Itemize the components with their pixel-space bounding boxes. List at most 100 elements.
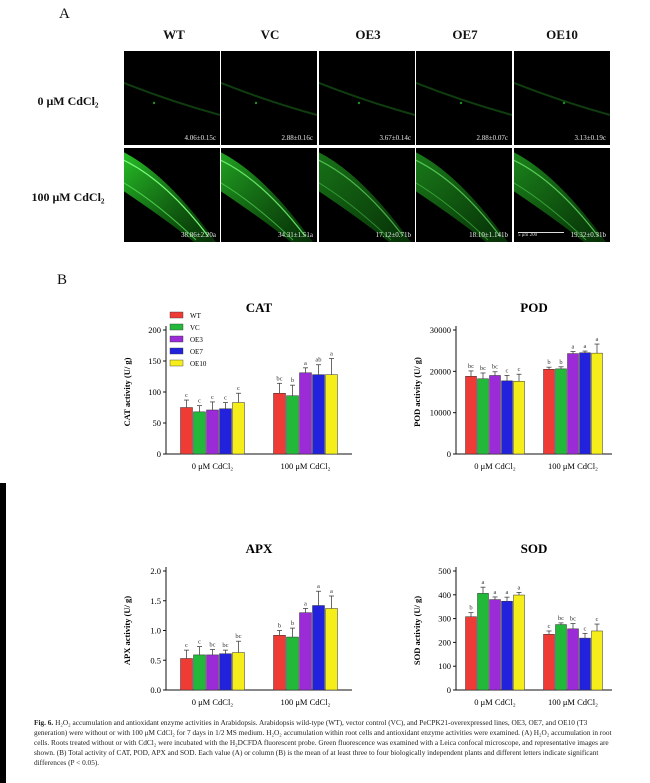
significance-letter: a [506,589,509,596]
bar-oe7 [579,352,591,455]
bar-oe7 [501,600,513,691]
legend-label: VC [190,324,200,332]
y-tick-label: 500 [438,566,451,576]
micrograph-oe3-100um: 17.12±0.71b [319,148,415,242]
x-category-label: 0 μM CdCl₂ [474,697,516,707]
significance-letter: c [185,642,188,649]
micrograph-wt-100um: 38.86±2.20a [124,148,220,242]
micrograph-wt-0um: 4.06±0.15c [124,51,220,145]
bar-vc [193,654,206,691]
page-edge-mark [0,483,6,783]
y-tick-label: 150 [148,356,161,366]
legend-label: OE10 [190,360,207,368]
y-tick-label: 200 [148,325,161,335]
significance-letter: c [185,392,188,399]
legend-label: WT [190,312,202,320]
row-header-100-cdcl2: 100 μM CdCl₂ [31,190,105,204]
micrograph-value: 34.31±1.51a [278,231,313,239]
micrograph-oe7-100um: 18.10±1.141b [416,148,512,242]
bar-oe7 [312,374,325,455]
significance-letter: c [237,385,240,392]
micrograph-value: 2.88±0.07c [476,134,508,142]
significance-letter: ab [315,357,321,364]
bar-wt [273,635,286,691]
y-tick-label: 200 [438,637,451,647]
root-fluorescence-image [514,81,610,116]
micrograph-oe3-0um: 3.67±0.14c [319,51,415,145]
bar-oe7 [219,408,232,455]
bar-wt [273,392,286,455]
y-axis-label: CAT activity (U/ g) [122,357,132,426]
micrograph-vc-0um: 2.88±0.16c [221,51,317,145]
legend-swatch-oe7 [169,347,184,355]
bar-oe10 [325,374,338,455]
chart-title: SOD [521,541,548,556]
root-fluorescence-image [416,81,512,116]
significance-letter: a [518,584,521,591]
x-category-label: 100 μM CdCl₂ [280,697,330,707]
bar-oe10 [232,402,245,455]
root-fluorescence-image [221,152,313,242]
legend-swatch-oe3 [169,335,184,343]
significance-letter: c [548,623,551,630]
pod-chart: POD POD activity (U/ g) 0 10000 20000 30000 bc… [408,296,618,476]
root-fluorescence-image [124,81,220,116]
chart-title: APX [246,541,273,556]
significance-letter: b [469,605,472,612]
bar-oe3 [567,353,579,455]
bar-oe7 [579,637,591,691]
row-header-0-cdcl2: 0 μM CdCl₂ [37,94,99,108]
significance-letter: bc [222,642,228,649]
chart-title: POD [520,300,547,315]
caption-text: H₂O₂ accumulation and antioxidant enzyme… [34,718,612,767]
bar-oe10 [513,381,525,455]
y-tick-label: 1.0 [150,626,161,636]
bar-oe3 [206,654,219,691]
caption-fig-label: Fig. 6. [34,718,54,727]
y-tick-label: 30000 [430,325,451,335]
x-category-label: 100 μM CdCl₂ [548,461,598,471]
micrograph-value: 19.32±0.31b [570,231,606,239]
bar-oe10 [232,652,245,691]
significance-letter: bc [570,616,576,623]
figure-caption: Fig. 6. H₂O₂ accumulation and antioxidan… [34,718,622,768]
column-header-oe10: OE10 [546,27,578,42]
bar-wt [180,658,193,691]
bar-wt [543,634,555,691]
y-tick-label: 100 [438,661,451,671]
significance-letter: c [596,616,599,623]
significance-letter: a [317,583,320,590]
panel-b-label: B [57,272,68,288]
root-fluorescence-image [416,152,508,242]
micrograph-value: 18.10±1.141b [469,231,508,239]
y-tick-label: 0.5 [150,655,161,665]
significance-letter: a [330,351,333,358]
bar-oe3 [299,612,312,691]
scale-bar: 5 μm 200 [518,232,564,238]
significance-letter: a [572,343,575,350]
bar-oe3 [489,599,501,691]
bar-oe10 [591,630,603,691]
significance-letter: b [547,359,550,366]
significance-letter: bc [209,642,215,649]
bar-oe7 [501,380,513,455]
significance-letter: a [482,579,485,586]
significance-letter: c [506,367,509,374]
y-tick-label: 0 [447,449,451,459]
y-tick-label: 2.0 [150,566,161,576]
significance-letter: bc [276,375,282,382]
significance-letter: b [559,359,562,366]
bar-vc [555,624,567,691]
legend-label: OE3 [190,336,203,344]
panel-a-label: A [59,6,70,22]
column-header-oe7: OE7 [452,27,478,42]
micrograph-oe10-0um: 3.13±0.19c [514,51,610,145]
cat-chart: CAT CAT activity (U/ g) 0 50 100 150 200 c bc c b c… [118,296,358,476]
y-tick-label: 10000 [430,408,451,418]
column-header-vc: VC [260,27,280,42]
y-tick-label: 0.0 [150,685,161,695]
micrograph-value: 3.67±0.14c [379,134,411,142]
